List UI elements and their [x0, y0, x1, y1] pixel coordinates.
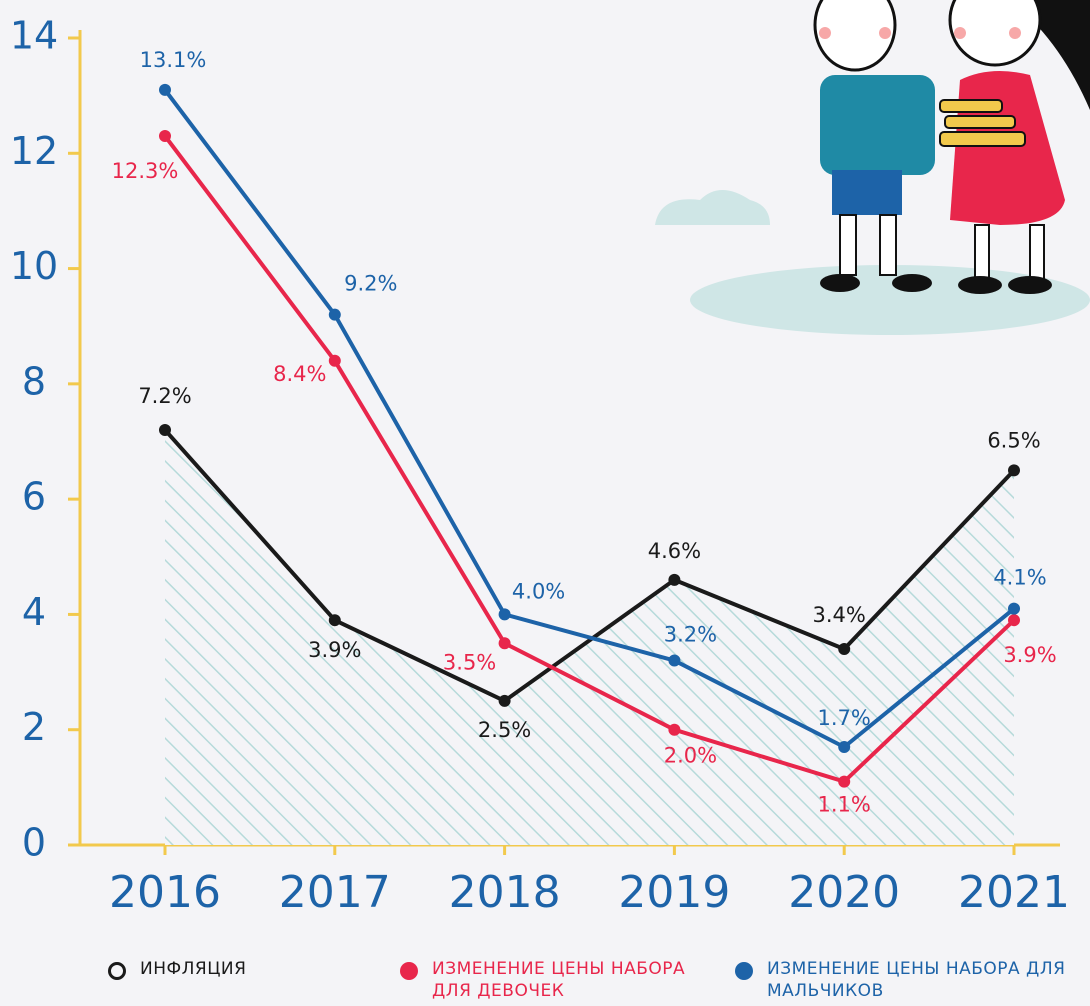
legend-marker [108, 962, 126, 980]
x-tick-label: 2016 [109, 867, 221, 918]
value-label: 1.7% [818, 706, 871, 730]
value-label: 3.9% [308, 638, 361, 662]
point [838, 741, 851, 754]
value-label: 8.4% [273, 362, 326, 386]
point [498, 694, 511, 707]
value-label: 4.6% [648, 539, 701, 563]
value-label: 3.9% [1003, 643, 1056, 667]
point [668, 573, 681, 586]
point [498, 637, 511, 650]
area [165, 429, 1014, 845]
point [328, 308, 341, 321]
value-label: 2.5% [478, 718, 531, 742]
point [159, 423, 171, 436]
y-tick-label: 6 [22, 475, 46, 519]
point [668, 654, 681, 667]
point [159, 129, 171, 142]
illustration [655, 0, 1090, 335]
y-tick-label: 10 [10, 244, 58, 288]
value-label: 4.1% [993, 566, 1046, 590]
value-label: 2.0% [664, 744, 717, 768]
value-label: 12.3% [112, 159, 179, 183]
legend-marker [400, 962, 418, 980]
value-label: 6.5% [987, 428, 1040, 452]
point [1008, 614, 1020, 627]
y-tick-label: 0 [22, 821, 46, 865]
line [163, 88, 1016, 750]
y-tick-label: 12 [10, 129, 58, 173]
value-label: 7.2% [138, 384, 191, 408]
value-label: 9.2% [344, 272, 397, 296]
x-tick-label: 2021 [958, 867, 1070, 918]
y-tick-label: 8 [22, 359, 46, 403]
y-tick-label: 14 [10, 14, 58, 58]
point [159, 83, 171, 96]
x-tick-label: 2019 [618, 867, 730, 918]
legend-item: ИЗМЕНЕНИЕ ЦЕНЫ НАБОРА ДЛЯ ДЕВОЧЕК [400, 958, 712, 1002]
point [328, 614, 341, 627]
value-label: 4.0% [512, 579, 565, 603]
point [838, 643, 851, 656]
point [668, 723, 681, 736]
point [838, 775, 851, 788]
x-tick-label: 2020 [788, 867, 900, 918]
value-label: 3.5% [443, 650, 496, 674]
legend-label: ИЗМЕНЕНИЕ ЦЕНЫ НАБОРА ДЛЯ МАЛЬЧИКОВ [767, 959, 1066, 1001]
legend-label: ИНФЛЯЦИЯ [140, 959, 247, 979]
legend-label: ИЗМЕНЕНИЕ ЦЕНЫ НАБОРА ДЛЯ ДЕВОЧЕК [432, 959, 686, 1001]
point [1008, 602, 1020, 615]
legend-marker [735, 962, 753, 980]
line [163, 428, 1016, 703]
legend-item: ИНФЛЯЦИЯ [108, 958, 340, 980]
value-label: 1.1% [818, 793, 871, 817]
y-tick-label: 2 [22, 705, 46, 749]
value-label: 3.4% [813, 603, 866, 627]
x-tick-label: 2017 [279, 867, 391, 918]
point [328, 354, 341, 367]
line [163, 134, 1016, 784]
x-tick-label: 2018 [449, 867, 561, 918]
value-label: 3.2% [664, 623, 717, 647]
y-tick-label: 4 [22, 590, 46, 634]
legend-item: ИЗМЕНЕНИЕ ЦЕНЫ НАБОРА ДЛЯ МАЛЬЧИКОВ [735, 958, 1090, 1002]
point [498, 608, 511, 621]
point [1008, 464, 1020, 477]
value-label: 13.1% [140, 48, 207, 72]
